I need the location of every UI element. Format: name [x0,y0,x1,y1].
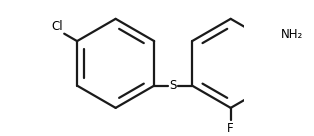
Text: Cl: Cl [52,20,63,33]
Text: F: F [227,122,234,135]
Text: S: S [170,79,177,92]
Text: NH₂: NH₂ [281,28,303,41]
